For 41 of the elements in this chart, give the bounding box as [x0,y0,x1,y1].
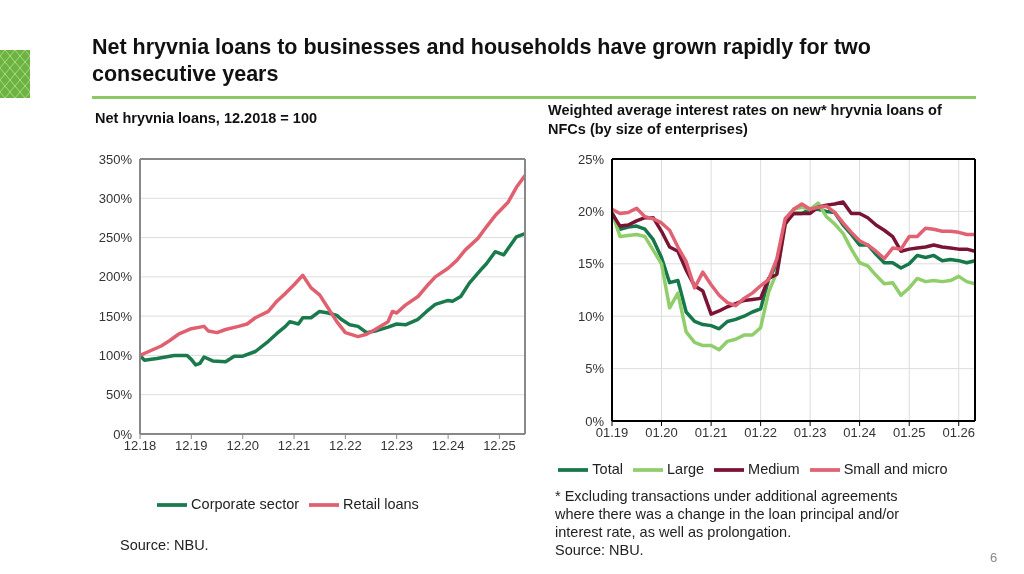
x-tick-label: 12.19 [175,438,208,454]
x-tick-label: 12.23 [380,438,413,454]
text: * Excluding transactions under additional agreements where there was a change in the loan principal and/or interest rate, as well as prolongation. [555,487,901,541]
y-tick-label: 5% [585,361,605,377]
x-tick-label: 12.25 [483,438,516,454]
chart-subtitle: Net hryvnia loans, 12.2018 = 100 [95,110,318,126]
line-series [140,231,525,367]
x-tick-label: 12.22 [329,438,362,454]
legend-label: Small and micro [843,460,948,477]
x-tick-label: 01.21 [694,425,728,441]
chart-title: Weighted average interest rates on new* hryvnia loans of NFCs (by size of enterprises) [548,101,943,139]
y-tick-label: 20% [577,204,605,220]
y-tick-label: 100% [98,348,133,364]
x-tick-label: 01.24 [843,425,876,441]
y-tick-label: 200% [98,269,133,285]
legend-label: Corporate sector [191,495,300,512]
legend-label: Large [667,460,705,477]
legend-label: Total [592,460,623,477]
x-tick-label: 12.24 [431,438,465,454]
y-tick-label: 150% [98,308,133,324]
x-tick-label: 01.22 [744,425,777,441]
y-tick-label: 300% [98,190,133,206]
y-tick-label: 15% [577,256,605,272]
legend-label: Medium [748,460,800,477]
y-tick-label: 25% [577,151,605,167]
chart-title: Net hryvnia loans to businesses and households have grown rapidly for two consecutive years [92,34,872,88]
x-tick-label: 01.26 [942,425,975,441]
x-tick-label: 01.25 [892,425,926,441]
legend-label: Retail loans [343,495,419,512]
source-note: Source: NBU. [555,541,644,559]
y-tick-label: 50% [105,387,133,403]
line-series [140,173,525,358]
x-tick-label: 01.20 [645,425,678,441]
y-tick-label: 10% [577,308,605,324]
x-tick-label: 12.21 [277,438,311,454]
source-note: Source: NBU. [120,536,209,554]
text: 6 [990,549,998,567]
x-tick-label: 12.20 [226,438,260,454]
y-tick-label: 250% [98,230,133,246]
x-tick-label: 01.23 [793,425,827,441]
y-tick-label: 350% [98,151,133,167]
